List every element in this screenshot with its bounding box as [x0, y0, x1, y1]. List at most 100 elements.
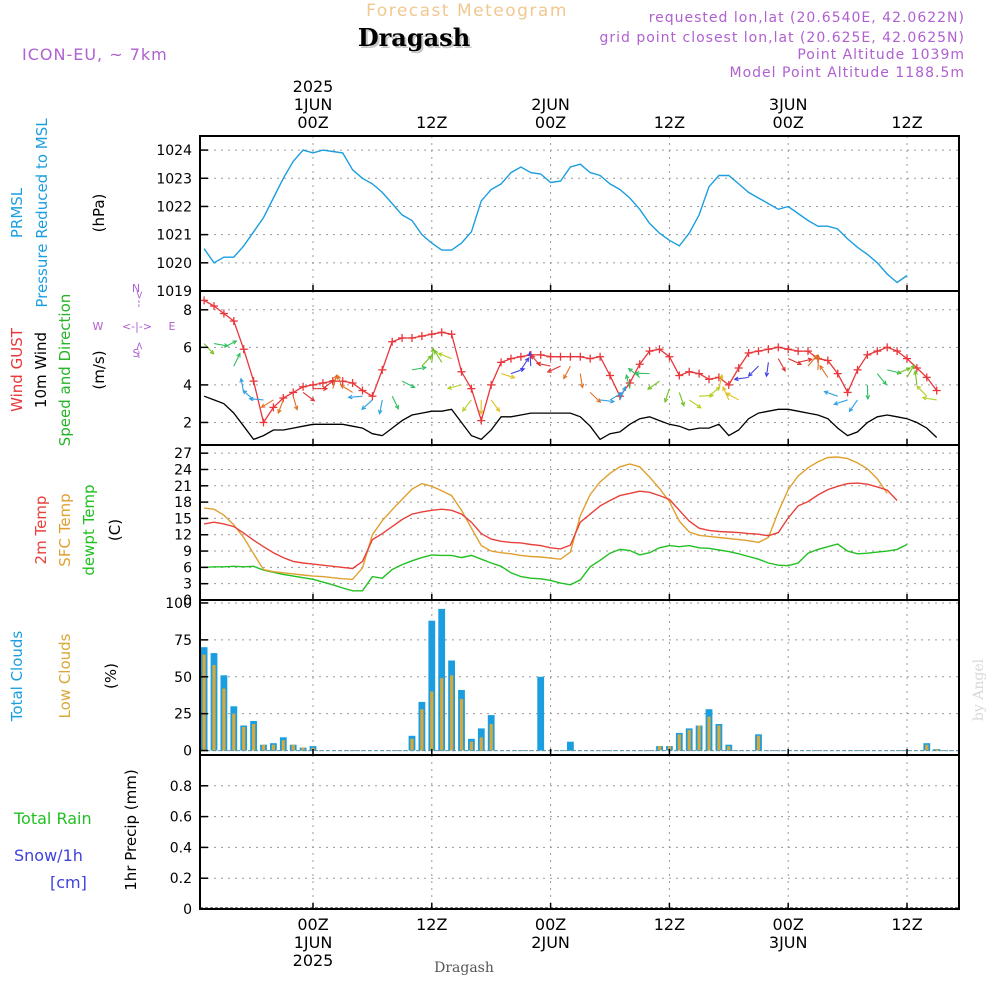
wind-direction-arrow: [865, 384, 871, 401]
wind-direction-arrow: [816, 354, 821, 370]
gust-label: Wind GUST: [8, 327, 26, 412]
wind-direction-arrow: [401, 380, 416, 389]
wind-direction-arrow: [391, 395, 399, 410]
y-tick-label: 24: [174, 462, 192, 478]
y-tick-label: 0.2: [170, 871, 192, 887]
wind-direction-arrow: [708, 386, 721, 397]
low-cloud-bar: [697, 725, 701, 751]
gust-marker: [546, 352, 555, 361]
bottom-hour-label: 00Z: [773, 915, 804, 934]
wind-direction-arrow: [797, 357, 813, 363]
gust-marker: [932, 386, 941, 395]
bottom-hour-label: 12Z: [416, 915, 447, 934]
dewpoint-label: dewpt Temp: [80, 484, 98, 575]
top-hour-label: 00Z: [535, 113, 566, 132]
bottom-year-label: 2025: [293, 951, 334, 970]
wind-direction-arrow: [527, 350, 533, 367]
y-tick-label: 0: [183, 593, 192, 609]
wind-direction-arrow: [619, 385, 627, 401]
gust-marker: [724, 380, 733, 389]
gust-marker: [695, 369, 704, 378]
dewpoint-line: [204, 543, 908, 592]
gust-marker: [764, 345, 773, 354]
gust-marker: [457, 367, 466, 376]
low-cloud-bar: [469, 741, 473, 751]
gust-marker: [675, 371, 684, 380]
y-tick-label: 6: [183, 560, 192, 576]
gridpoint-lonlat: grid point closest lon,lat (20.625E, 42.…: [599, 30, 965, 46]
low-cloud-bar: [756, 735, 761, 751]
snow-unit: [cm]: [50, 873, 87, 892]
station-title: Dragash: [358, 23, 470, 52]
gust-marker: [408, 333, 416, 342]
top-hour-label: 12Z: [654, 113, 685, 132]
gust-marker: [239, 345, 248, 354]
y-tick-label: 27: [174, 446, 192, 462]
gust-marker: [903, 354, 911, 363]
wind-direction-arrow: [579, 373, 585, 389]
wind-direction-arrow: [887, 369, 902, 375]
wind-direction-arrow: [248, 396, 264, 402]
compass-north: N: [132, 282, 140, 295]
gust-marker: [507, 354, 515, 363]
gust-marker: [784, 345, 793, 354]
wind-direction-arrow: [777, 358, 786, 372]
gust-marker: [635, 360, 644, 369]
wind-direction-arrow: [260, 399, 274, 408]
total-cloud-bar: [567, 741, 574, 751]
gust-marker: [259, 418, 268, 427]
temp-2m-line: [203, 482, 898, 570]
gust-marker: [447, 330, 456, 339]
wind-direction-arrow: [546, 365, 561, 373]
wind-direction-arrow: [446, 384, 462, 390]
wind-direction-arrow: [462, 399, 472, 412]
top-hour-label: 12Z: [416, 113, 447, 132]
gust-marker: [289, 388, 298, 397]
gust-marker: [556, 352, 565, 361]
y-tick-label: 1024: [156, 143, 192, 159]
y-tick-label: 50: [174, 670, 192, 686]
wind-speed-line: [203, 395, 938, 441]
low-cloud-bar: [291, 744, 295, 751]
gust-marker: [705, 375, 713, 384]
wind-direction-arrow: [787, 358, 803, 366]
wind-direction-arrow: [589, 392, 602, 403]
wind-label: 10m Wind: [32, 332, 50, 408]
wind-direction-arrow: [535, 361, 551, 367]
wind-direction-arrow: [203, 343, 215, 355]
low-cloud-bar: [242, 727, 246, 751]
gust-marker: [348, 379, 357, 388]
compass-cross: <-|->: [122, 320, 152, 333]
y-tick-label: 0: [183, 744, 192, 760]
wind-direction-arrow: [600, 398, 616, 404]
y-tick-label: 0: [183, 902, 192, 918]
low-cloud-bar: [935, 749, 939, 751]
top-hour-label: 00Z: [773, 113, 804, 132]
y-tick-label: 1023: [156, 171, 192, 187]
compass-north-arrow: >--: [133, 290, 146, 307]
low-cloud-bar: [252, 724, 256, 751]
clouds-panel: [200, 608, 959, 752]
clouds-unit: (%): [102, 663, 120, 689]
y-tick-label: 25: [174, 707, 192, 723]
y-tick-label: 15: [174, 511, 192, 527]
y-tick-label: 9: [183, 544, 192, 560]
wind-direction-arrow: [223, 340, 238, 348]
gust-marker: [665, 352, 674, 361]
direction-label: Speed and Direction: [56, 294, 74, 447]
gust-marker: [853, 365, 862, 374]
wind-direction-arrow: [722, 385, 730, 401]
gust-marker: [516, 352, 525, 361]
gust-marker: [477, 416, 486, 425]
top-year-label: 2025: [293, 77, 334, 96]
wind-direction-arrow: [688, 399, 702, 409]
wind-direction-arrow: [823, 390, 838, 397]
wind-direction-arrow: [647, 380, 660, 390]
panel-labels: PRMSL Pressure Reduced to MSL (hPa) Wind GU…: [8, 118, 140, 892]
gust-marker: [229, 317, 238, 326]
y-tick-label: 8: [183, 303, 192, 319]
wind-direction-arrow: [478, 399, 484, 416]
wind-direction-arrow: [819, 364, 829, 378]
sfc-temp-line: [204, 456, 888, 581]
wind-direction-arrow: [876, 373, 887, 386]
